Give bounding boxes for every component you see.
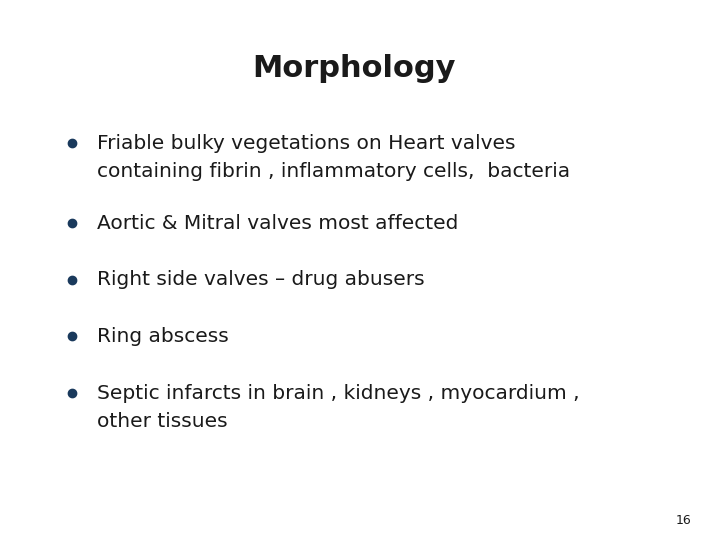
Text: Right side valves – drug abusers: Right side valves – drug abusers bbox=[97, 270, 425, 289]
Text: 16: 16 bbox=[675, 514, 691, 526]
Text: other tissues: other tissues bbox=[97, 411, 228, 431]
Text: Septic infarcts in brain , kidneys , myocardium ,: Septic infarcts in brain , kidneys , myo… bbox=[97, 383, 580, 403]
Text: Friable bulky vegetations on Heart valves: Friable bulky vegetations on Heart valve… bbox=[97, 133, 516, 153]
Text: Aortic & Mitral valves most affected: Aortic & Mitral valves most affected bbox=[97, 213, 459, 233]
Text: Ring abscess: Ring abscess bbox=[97, 327, 229, 346]
Text: containing fibrin , inflammatory cells,  bacteria: containing fibrin , inflammatory cells, … bbox=[97, 161, 570, 181]
Text: Morphology: Morphology bbox=[252, 54, 456, 83]
